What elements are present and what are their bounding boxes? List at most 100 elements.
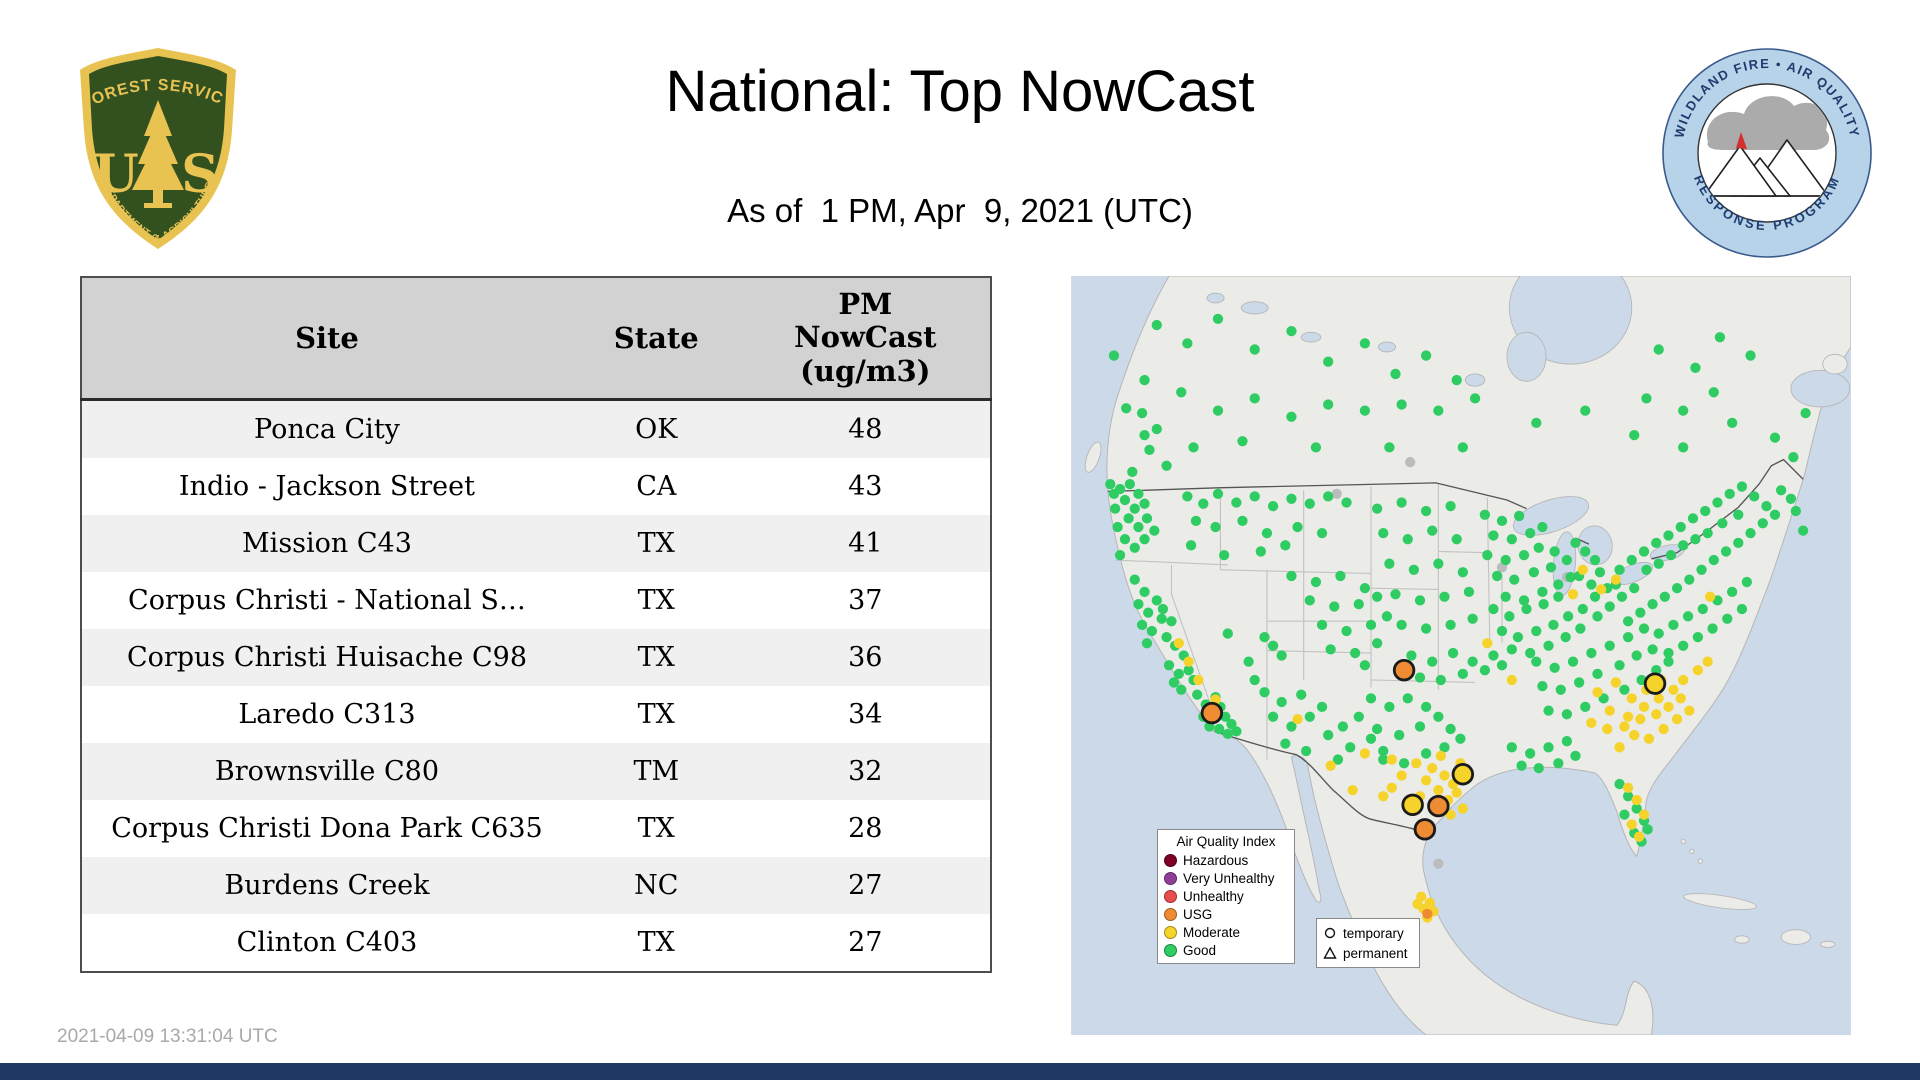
table-row: Corpus Christi - National S… TX 37 bbox=[81, 572, 991, 630]
monitor-dot-good bbox=[1433, 558, 1444, 569]
monitor-dot-good bbox=[1249, 344, 1260, 355]
permanent-marker-icon bbox=[1323, 946, 1337, 959]
monitor-dot-good bbox=[1394, 729, 1405, 741]
monitor-dot-moderate bbox=[1457, 803, 1468, 814]
monitor-dot-good bbox=[1129, 574, 1140, 585]
good-color-dot bbox=[1164, 943, 1177, 957]
monitor-dot-good bbox=[1451, 534, 1462, 545]
monitor-dot-good bbox=[1280, 540, 1291, 551]
monitor-dot-good bbox=[1372, 638, 1383, 649]
monitor-dot-good bbox=[1580, 546, 1591, 557]
monitor-dot-good bbox=[1516, 760, 1527, 771]
monitor-dot-good bbox=[1616, 591, 1628, 602]
monitor-dot-moderate bbox=[1675, 693, 1686, 704]
monitor-dot-good bbox=[1614, 778, 1625, 790]
monitor-dot-good bbox=[1108, 488, 1120, 500]
monitor-dot-good bbox=[1647, 598, 1658, 610]
hazardous-color-dot bbox=[1164, 853, 1177, 867]
monitor-dot-good bbox=[1708, 554, 1719, 566]
monitor-dot-good bbox=[1365, 693, 1377, 704]
table-row: Corpus Christi Dona Park C635 TX 28 bbox=[81, 800, 991, 858]
monitor-dot-good bbox=[1528, 567, 1539, 578]
monitor-dot-good bbox=[1136, 619, 1148, 631]
table-row: Laredo C313 TX 34 bbox=[81, 686, 991, 744]
monitor-dot-good bbox=[1151, 595, 1162, 606]
monitor-dot-good bbox=[1276, 650, 1287, 661]
monitor-dot-moderate bbox=[1567, 589, 1579, 600]
monitor-dot-good bbox=[1653, 628, 1664, 639]
monitor-dot-good bbox=[1329, 601, 1340, 612]
table-row: Indio - Jackson Street CA 43 bbox=[81, 458, 991, 516]
site-cell: Burdens Creek bbox=[224, 870, 430, 902]
monitor-dot-good bbox=[1567, 656, 1579, 667]
monitor-dot-good bbox=[1775, 485, 1787, 496]
monitor-dot-good bbox=[1144, 444, 1155, 455]
wfaqrp-logo: WILDLAND FIRE • AIR QUALITY RESPONSE PRO… bbox=[1662, 48, 1872, 258]
monitor-dot-moderate bbox=[1396, 770, 1407, 781]
aqi-item-label: Good bbox=[1183, 942, 1217, 958]
monitor-dot-good bbox=[1378, 745, 1389, 757]
monitor-dot-good bbox=[1408, 564, 1420, 575]
monitor-dot-good bbox=[1267, 711, 1279, 722]
monitor-dot-good bbox=[1733, 537, 1744, 549]
monitor-dot-good bbox=[1146, 625, 1158, 637]
monitor-dot-good bbox=[1537, 521, 1548, 533]
monitor-dot-good bbox=[1631, 803, 1642, 814]
site-column-header: Site bbox=[81, 277, 572, 402]
monitor-dot-good bbox=[1420, 748, 1432, 759]
monitor-dot-good bbox=[1121, 403, 1132, 414]
aqi-legend: Air Quality Index Hazardous Very Unhealt… bbox=[1157, 829, 1295, 964]
monitor-dot-moderate bbox=[1577, 564, 1588, 575]
monitor-dot-good bbox=[1190, 515, 1202, 526]
monitor-dot-good bbox=[1463, 586, 1475, 597]
monitor-dot-good bbox=[1398, 758, 1410, 769]
monitor-dot-good bbox=[1156, 613, 1167, 624]
monitor-dot-good bbox=[1488, 650, 1499, 661]
monitor-dot-good bbox=[1479, 665, 1491, 676]
monitor-dot-good bbox=[1800, 407, 1811, 419]
monitor-dot-good bbox=[1457, 442, 1468, 453]
monitor-dot-moderate bbox=[1506, 674, 1517, 686]
monitor-dot-good bbox=[1619, 809, 1630, 820]
monitor-dot-good bbox=[1589, 554, 1601, 566]
monitor-dot-good bbox=[1682, 611, 1694, 622]
monitor-dot-moderate bbox=[1626, 693, 1637, 704]
monitor-dot-good bbox=[1396, 399, 1407, 410]
monitor-dot-good bbox=[1525, 748, 1536, 759]
monitor-dot-good bbox=[1653, 344, 1664, 355]
monitor-dot-good bbox=[1635, 607, 1646, 618]
monitor-dot-good bbox=[1310, 442, 1322, 453]
monitor-dot-good bbox=[1663, 530, 1674, 541]
monitor-dot-good bbox=[1455, 733, 1466, 744]
monitor-dot-good bbox=[1592, 668, 1603, 680]
state-cell: TM bbox=[633, 756, 680, 788]
monitor-dot-good bbox=[1560, 631, 1571, 643]
monitor-dot-good bbox=[1406, 650, 1417, 661]
monitor-dot-good bbox=[1651, 537, 1662, 549]
monitor-dot-moderate bbox=[1412, 898, 1423, 910]
monitor-dot-good bbox=[1531, 417, 1542, 429]
monitor-dot-moderate bbox=[1622, 782, 1634, 793]
monitor-dot-good bbox=[1457, 668, 1468, 680]
monitor-dot-good bbox=[1543, 705, 1554, 716]
monitor-dot-good bbox=[1479, 509, 1491, 520]
value-cell: 43 bbox=[848, 471, 883, 503]
monitor-dot-moderate bbox=[1651, 709, 1662, 720]
monitor-dot-moderate bbox=[1292, 714, 1303, 725]
monitor-dot-good bbox=[1586, 579, 1597, 590]
monitor-dot-good bbox=[1139, 534, 1150, 545]
value-cell: 27 bbox=[848, 927, 883, 959]
unhealthy-color-dot bbox=[1164, 889, 1177, 903]
monitor-dot-good bbox=[1553, 758, 1564, 769]
site-cell: Corpus Christi Huisache C98 bbox=[126, 642, 527, 674]
monitor-dot-moderate bbox=[1671, 714, 1683, 725]
monitor-dot-moderate bbox=[1614, 742, 1625, 753]
monitor-dot-good bbox=[1500, 554, 1511, 566]
top-site-marker bbox=[1392, 658, 1416, 682]
monitor-dot-good bbox=[1531, 656, 1542, 667]
monitor-dot-good bbox=[1565, 572, 1576, 583]
monitor-dot-good bbox=[1561, 736, 1573, 747]
monitor-dot-good bbox=[1488, 603, 1499, 615]
monitor-dot-moderate bbox=[1592, 687, 1603, 698]
monitor-dot-good bbox=[1249, 674, 1260, 686]
